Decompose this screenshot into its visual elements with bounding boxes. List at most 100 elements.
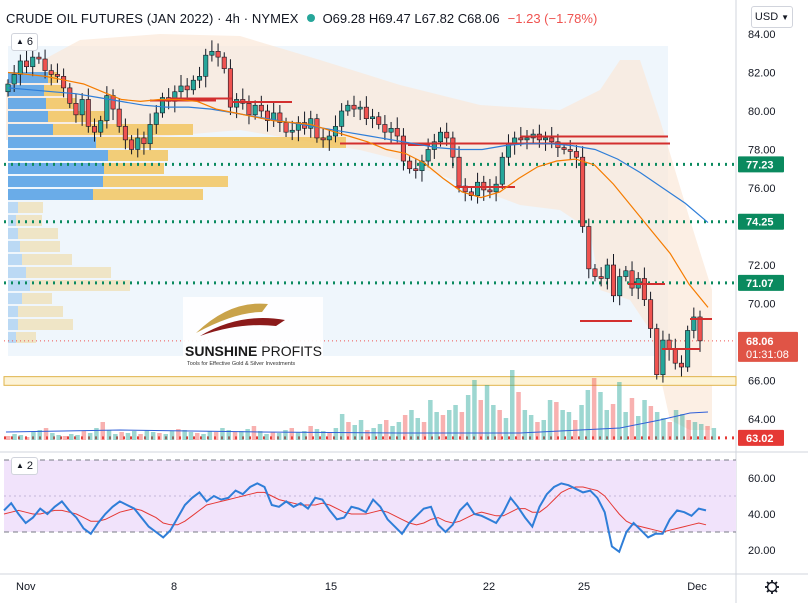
logo-tagline: Tools for Effective Gold & Silver Invest… [187,361,295,367]
candle-body [110,95,116,110]
volume-bar [258,431,263,440]
volume-bar [478,400,483,440]
rsi-indicators-toggle[interactable]: ▲ 2 [11,457,39,475]
volume-bar [535,422,540,440]
volume-bar [484,385,490,440]
volume-bar [302,431,307,440]
candle-body [73,103,79,116]
volume-bar [69,434,74,440]
candle-body [431,141,437,150]
logo-brand-text: SUNSHINE PROFITS [185,343,322,359]
candle-body [648,299,654,329]
volume-bar [566,412,572,440]
candle-body [234,99,240,108]
candle-body [598,276,604,279]
time-axis-tick: 8 [171,581,177,593]
volume-bar [585,390,591,440]
candle-body [264,110,270,121]
volume-bar [75,435,80,440]
gear-tooth [766,581,770,585]
price-axis-tick: 70.00 [748,299,776,311]
candle-body [17,60,23,75]
candle-body [617,276,623,297]
candle-body [357,106,363,110]
candle-body [561,147,567,150]
volume-bar [289,428,294,440]
volume-bar [213,432,219,440]
candle-body [437,131,443,143]
gear-tooth [774,581,778,585]
volume-bar [610,404,616,440]
gear-icon[interactable] [765,580,779,594]
volume-bar [37,430,42,440]
main-indicators-toggle[interactable]: ▲ 6 [11,33,39,51]
volume-bar [377,424,383,440]
volume-bar [510,370,515,440]
candle-body [61,76,67,89]
candle-body [258,104,264,112]
volume-bar [226,430,231,440]
volume-bar [371,428,376,440]
volume-bar [333,428,339,440]
candle-body [543,137,549,141]
volume-bar [24,437,30,440]
volume-profile-bar-bid [8,254,22,265]
candle-body [400,135,406,162]
candle-body [277,112,283,123]
candle-body [209,51,215,56]
volume-bar [245,429,250,440]
level-price-tag-text: 63.02 [746,433,774,445]
volume-bar [654,412,660,440]
candle-body [524,137,530,141]
candle-body [370,116,376,120]
time-axis-tick: Dec [687,581,707,593]
candle-body [184,85,190,91]
volume-bar [365,430,370,440]
candle-body [308,118,314,129]
volume-bar [642,400,647,440]
candle-body [678,362,684,368]
candle-body [580,156,586,227]
rsi-axis-tick: 20.00 [748,545,776,557]
volume-profile-bar-ask [103,176,228,187]
volume-profile-bar-bid [8,267,26,278]
volume-bar [94,428,99,440]
time-axis-tick: Nov [16,581,36,593]
candle-body [672,349,678,364]
indicator-count: 2 [26,460,34,472]
candle-body [67,87,73,104]
volume-bar [667,422,672,440]
candle-body [42,58,48,71]
volume-bar [528,415,534,440]
candle-body [407,160,413,170]
level-price-tag [738,156,784,173]
volume-bar [434,412,439,440]
candle-body [79,99,85,116]
volume-bar [686,420,691,440]
volume-profile-bar-bid [8,293,22,304]
volume-bar [182,430,187,440]
volume-bar [415,418,420,440]
volume-bar [251,426,257,440]
volume-bar [264,434,269,440]
volume-profile-bar-bid [8,85,44,96]
candle-body [289,129,295,133]
price-axis-tick: 82.00 [748,68,776,80]
currency-selector[interactable]: USD ▼ [751,6,793,28]
time-axis-tick: 22 [483,581,495,593]
sma-fast-line [7,71,709,308]
candle-body [98,120,104,133]
volume-bar [497,410,502,440]
volume-profile-bar-ask [20,241,60,252]
volume-profile-bar-ask [18,306,63,317]
level-price-tag-text: 71.07 [746,278,774,290]
volume-profile-bar-ask [46,98,76,109]
candle-body [592,268,598,277]
volume-bar [119,432,124,440]
symbol-title[interactable]: CRUDE OIL FUTURES (JAN 2022) · 4h · NYME… [6,10,299,26]
rsi-line [3,482,707,554]
volume-bar [491,405,496,440]
candle-body [382,124,388,133]
volume-bar [125,433,131,440]
